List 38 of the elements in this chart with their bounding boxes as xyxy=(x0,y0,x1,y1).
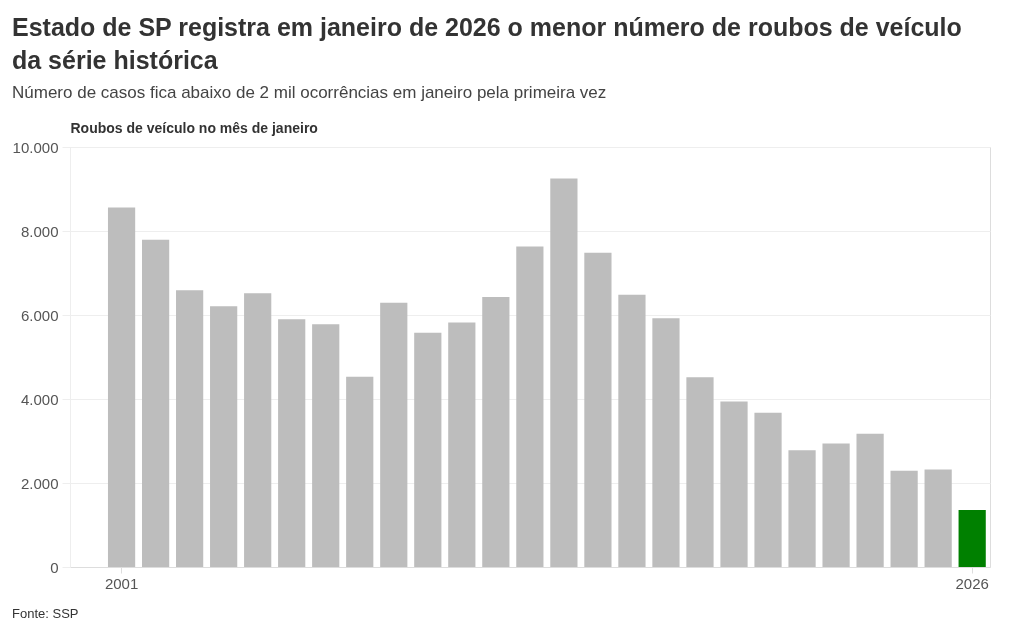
bar xyxy=(107,207,136,567)
bar xyxy=(584,252,612,567)
bar xyxy=(924,469,952,567)
y-tick-label: 4.000 xyxy=(20,390,59,408)
bar xyxy=(686,377,714,567)
x-tick-label: 2026 xyxy=(955,574,989,592)
bar xyxy=(516,246,544,567)
bar xyxy=(890,470,918,567)
bar xyxy=(141,239,170,567)
bar xyxy=(448,322,476,567)
bar xyxy=(958,509,986,567)
bar xyxy=(210,306,238,567)
bar xyxy=(822,443,850,567)
bar xyxy=(788,450,816,567)
bar xyxy=(482,296,510,567)
bar xyxy=(856,433,884,567)
bar xyxy=(380,302,408,567)
source-note: Fonte: SSP xyxy=(12,606,79,621)
bar xyxy=(720,401,748,567)
bar xyxy=(618,294,646,567)
bar xyxy=(312,324,340,567)
bar xyxy=(652,318,680,567)
bar xyxy=(754,412,782,567)
bar xyxy=(346,376,374,567)
y-tick-label: 8.000 xyxy=(20,222,59,240)
chart-title: Estado de SP registra em janeiro de 2026 o menor número de roubos de veículo da série histórica xyxy=(12,13,962,74)
y-tick-label: 0 xyxy=(50,558,59,576)
y-tick-label: 6.000 xyxy=(20,306,59,324)
y-tick-label: 2.000 xyxy=(20,474,59,492)
y-tick-label: 10.000 xyxy=(12,138,59,156)
bar xyxy=(244,293,272,567)
y-axis-title: Roubos de veículo no mês de janeiro xyxy=(70,119,318,136)
bar xyxy=(414,332,442,567)
x-tick-label: 2001 xyxy=(104,574,139,592)
chart-subtitle: Número de casos fica abaixo de 2 mil ocorrências em janeiro pela primeira vez xyxy=(12,83,607,102)
bar xyxy=(278,319,306,567)
bar xyxy=(550,178,578,567)
bar xyxy=(176,290,204,567)
